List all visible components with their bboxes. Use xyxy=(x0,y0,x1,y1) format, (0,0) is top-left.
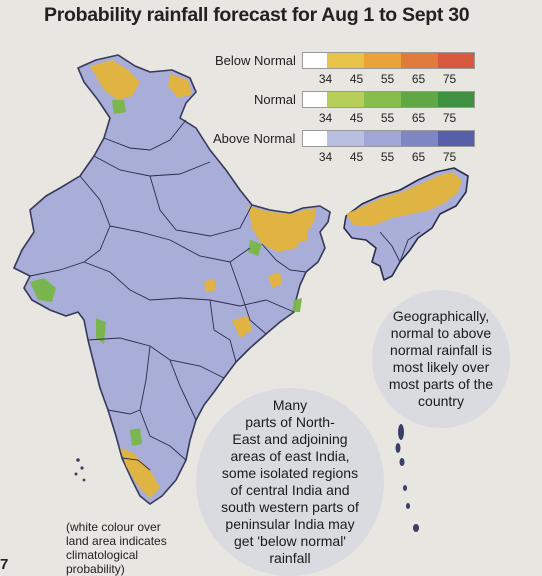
legend-tick-label: 55 xyxy=(380,72,395,86)
page-number: 7 xyxy=(0,556,9,573)
legend-tick-label: 65 xyxy=(411,72,426,86)
footnote: (white colour over land area indicates c… xyxy=(66,520,167,576)
legend-ticks-above-normal: 34 45 55 65 75 xyxy=(310,150,465,164)
legend-tick-label: 65 xyxy=(411,111,426,125)
legend-label-above-normal: Above Normal xyxy=(213,131,296,146)
andaman-nicobar-islands xyxy=(395,424,419,532)
legend-bar-above-normal xyxy=(302,130,475,147)
right-annotation-bubble: Geographically, normal to above normal r… xyxy=(372,290,510,428)
map-title: Probability rainfall forecast for Aug 1 … xyxy=(44,4,470,26)
legend-swatch xyxy=(401,131,438,146)
legend-label-normal: Normal xyxy=(254,92,296,107)
legend-swatch xyxy=(364,53,401,68)
center-annotation-text: Many parts of North- East and adjoining … xyxy=(221,397,359,566)
legend-bar-below-normal xyxy=(302,52,475,69)
legend-label-below-normal: Below Normal xyxy=(215,53,296,68)
legend-swatch xyxy=(401,92,438,107)
legend-swatch xyxy=(327,131,364,146)
legend-tick-label: 75 xyxy=(442,72,457,86)
legend-swatch xyxy=(364,92,401,107)
legend-tick-label: 75 xyxy=(442,150,457,164)
legend-tick-label: 75 xyxy=(442,111,457,125)
legend-swatch xyxy=(438,131,474,146)
legend-bar-normal xyxy=(302,91,475,108)
normal-regions xyxy=(30,100,302,446)
legend-tick-label: 55 xyxy=(380,111,395,125)
legend-swatch xyxy=(303,53,327,68)
legend-swatch xyxy=(303,131,327,146)
legend-swatch xyxy=(327,92,364,107)
legend-swatch xyxy=(364,131,401,146)
legend-ticks-normal: 34 45 55 65 75 xyxy=(310,111,465,125)
legend-tick-label: 45 xyxy=(349,150,364,164)
legend-tick-label: 45 xyxy=(349,111,364,125)
legend-swatch xyxy=(327,53,364,68)
legend-tick-label: 65 xyxy=(411,150,426,164)
legend-swatch xyxy=(438,92,474,107)
legend-tick-label: 45 xyxy=(349,72,364,86)
legend-tick-label: 55 xyxy=(380,150,395,164)
center-annotation-bubble: Many parts of North- East and adjoining … xyxy=(196,388,384,576)
legend-tick-label: 34 xyxy=(318,111,333,125)
legend-tick-label: 34 xyxy=(318,72,333,86)
legend-swatch xyxy=(401,53,438,68)
legend-ticks-below-normal: 34 45 55 65 75 xyxy=(310,72,465,86)
legend-swatch xyxy=(303,92,327,107)
below-normal-regions xyxy=(90,60,462,498)
lakshadweep-islands xyxy=(74,458,86,482)
legend-swatch xyxy=(438,53,474,68)
legend-tick-label: 34 xyxy=(318,150,333,164)
state-boundaries xyxy=(29,119,421,471)
right-annotation-text: Geographically, normal to above normal r… xyxy=(388,308,494,409)
